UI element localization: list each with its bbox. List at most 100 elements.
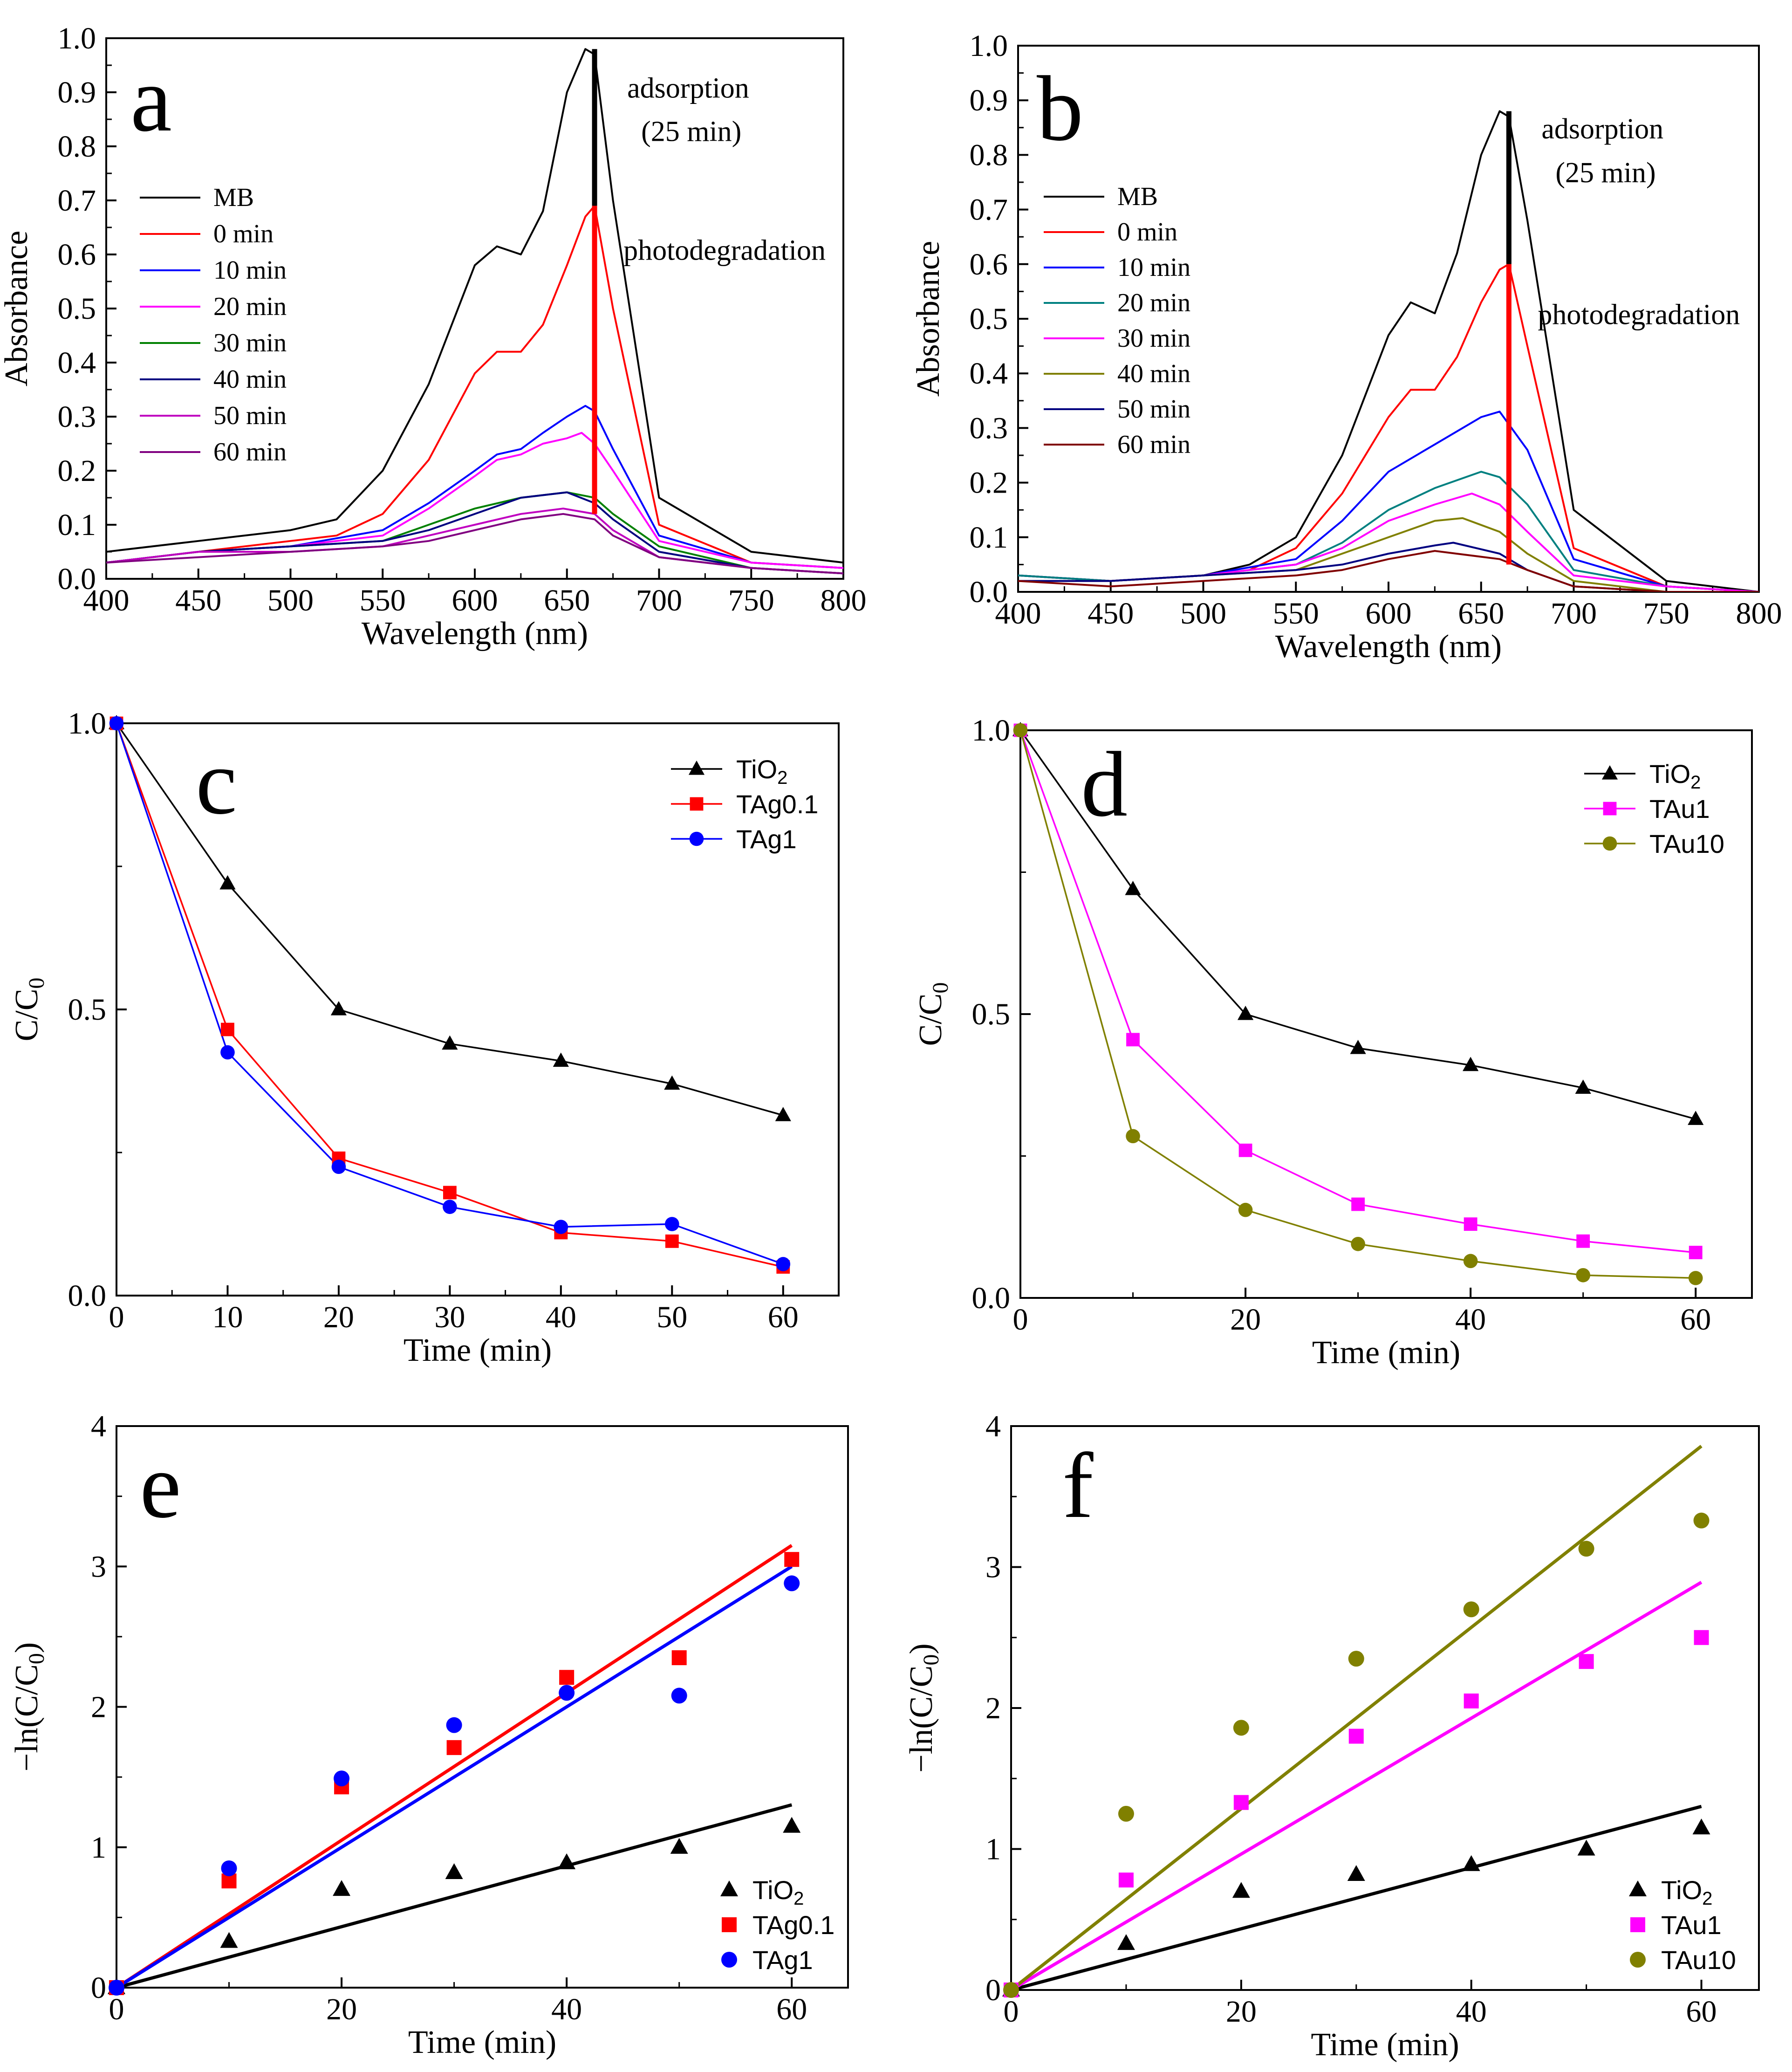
data-point-legend-tag0.1 xyxy=(722,1917,737,1932)
x-tick-label: 650 xyxy=(544,583,590,617)
data-point-legend-tag1 xyxy=(721,1952,737,1968)
annotation-photodegradation: photodegradation xyxy=(623,235,826,267)
x-axis-label: Time (min) xyxy=(1311,2027,1459,2063)
data-point-tau1 xyxy=(1233,1795,1249,1810)
data-point-tio2 xyxy=(558,1853,576,1869)
legend-label: 50 min xyxy=(1117,395,1190,424)
data-point-tau10 xyxy=(1463,1601,1479,1618)
data-point-tio2 xyxy=(783,1817,801,1833)
legend-label: 20 min xyxy=(213,292,287,321)
x-axis-label: Time (min) xyxy=(1312,1335,1460,1371)
data-point-tio2 xyxy=(1347,1865,1365,1881)
data-point-tag0.1 xyxy=(446,1740,462,1755)
data-point-legend-tau1 xyxy=(1603,802,1617,816)
fit-line-tau10 xyxy=(1011,1445,1703,1990)
legend-label: 40 min xyxy=(213,365,287,394)
panel-letter: b xyxy=(1037,57,1083,160)
legend-label: MB xyxy=(213,183,254,212)
y-tick-label: 0.7 xyxy=(58,184,96,218)
y-axis-label: Absorbance xyxy=(910,241,946,397)
x-tick-label: 500 xyxy=(1180,597,1226,631)
y-tick-label: 3 xyxy=(91,1550,106,1584)
plot-frame xyxy=(1019,729,1753,1299)
legend-label: 20 min xyxy=(1117,288,1190,317)
x-tick-label: 0 xyxy=(109,1300,124,1334)
y-tick-label: 0.4 xyxy=(58,346,96,380)
y-tick-label: 0.0 xyxy=(68,1279,107,1313)
y-tick-label: 0.8 xyxy=(58,130,96,164)
legend-label: TAg1 xyxy=(752,1945,813,1975)
fit-line-tio2 xyxy=(1011,1804,1702,1990)
data-point-tau10 xyxy=(1576,1268,1590,1283)
data-point-tau10 xyxy=(1348,1651,1364,1667)
y-tick-label: 0.0 xyxy=(58,562,96,596)
y-tick-label: 0.9 xyxy=(58,75,96,110)
x-tick-label: 20 xyxy=(323,1300,354,1334)
data-point-tio2 xyxy=(220,1932,238,1948)
y-tick-label: 0.2 xyxy=(970,466,1008,500)
y-tick-label: 1.0 xyxy=(58,21,96,55)
data-point-tau10 xyxy=(1233,1720,1249,1736)
plot-frame xyxy=(1010,1425,1760,1991)
legend-label: MB xyxy=(1117,182,1158,211)
spectrum-line-20-min xyxy=(106,432,843,569)
x-tick-label: 20 xyxy=(1226,1995,1257,2029)
x-tick-label: 550 xyxy=(360,583,406,617)
legend-label: TAg1 xyxy=(736,824,797,854)
data-point-tag1 xyxy=(220,1045,235,1060)
data-point-tio2 xyxy=(1688,1111,1704,1125)
data-point-tag1 xyxy=(559,1685,575,1701)
data-point-legend-tau1 xyxy=(1630,1917,1645,1932)
legend-label: 0 min xyxy=(1117,218,1177,247)
data-point-tau10 xyxy=(1238,1202,1253,1217)
data-point-tag1 xyxy=(665,1217,679,1231)
legend-label: TAu10 xyxy=(1661,1945,1736,1975)
y-axis-label: C/C0 xyxy=(913,982,953,1046)
data-point-legend-tio2 xyxy=(1629,1880,1647,1896)
data-point-tau10 xyxy=(1126,1129,1140,1144)
data-point-legend-tio2 xyxy=(720,1880,738,1896)
panel-letter: d xyxy=(1081,733,1128,836)
chart-panel-b: 400 450 500 550 600 650 700 750 800 0.0 0.1 0.2 0.3 0… xyxy=(910,29,1782,665)
data-point-tag1 xyxy=(331,1159,346,1174)
legend-label: 0 min xyxy=(213,220,274,248)
spectrum-line-30-min xyxy=(106,491,843,575)
data-point-tau10 xyxy=(1688,1271,1703,1285)
data-point-tio2 xyxy=(1463,1057,1479,1071)
y-tick-label: 0.0 xyxy=(970,575,1008,609)
data-point-tag0.1 xyxy=(784,1552,800,1567)
data-point-tau1 xyxy=(1351,1197,1365,1211)
spectrum-line-40-min xyxy=(106,491,843,575)
data-point-tau10 xyxy=(1118,1805,1134,1822)
data-point-tio2 xyxy=(775,1107,791,1121)
data-point-tag1 xyxy=(446,1717,462,1733)
x-tick-label: 800 xyxy=(821,583,867,617)
x-axis-label: Time (min) xyxy=(408,2024,556,2060)
legend-label: TiO2 xyxy=(736,755,787,788)
plot-area xyxy=(1018,110,1759,592)
legend-label: 10 min xyxy=(1117,253,1190,282)
annotation-adsorption: adsorption xyxy=(627,73,749,104)
chart-panel-c: 0 10 20 30 40 50 60 0.0 0.5 1.0 Time (min) C/C0 c TiO… xyxy=(9,707,840,1368)
legend-label: TAu10 xyxy=(1649,829,1724,858)
legend-label: 60 min xyxy=(1117,430,1190,459)
legend-label: 30 min xyxy=(213,329,287,357)
data-point-tau1 xyxy=(1348,1729,1364,1744)
data-point-tag1 xyxy=(776,1257,791,1271)
plot-area xyxy=(116,1544,793,1988)
y-tick-label: 0.5 xyxy=(68,993,107,1027)
data-point-tau10 xyxy=(1693,1512,1710,1529)
x-tick-label: 30 xyxy=(434,1300,465,1334)
y-tick-label: 0.1 xyxy=(970,521,1008,555)
y-tick-label: 0.8 xyxy=(970,138,1008,172)
spectrum-line-20-min xyxy=(1018,471,1759,592)
x-tick-label: 20 xyxy=(326,1992,357,2026)
data-point-tau1 xyxy=(1689,1246,1703,1259)
spectrum-line-mb xyxy=(106,48,843,564)
annotation-duration: (25 min) xyxy=(641,116,741,147)
data-point-tio2 xyxy=(1232,1882,1250,1898)
data-point-tau1 xyxy=(1464,1693,1479,1708)
